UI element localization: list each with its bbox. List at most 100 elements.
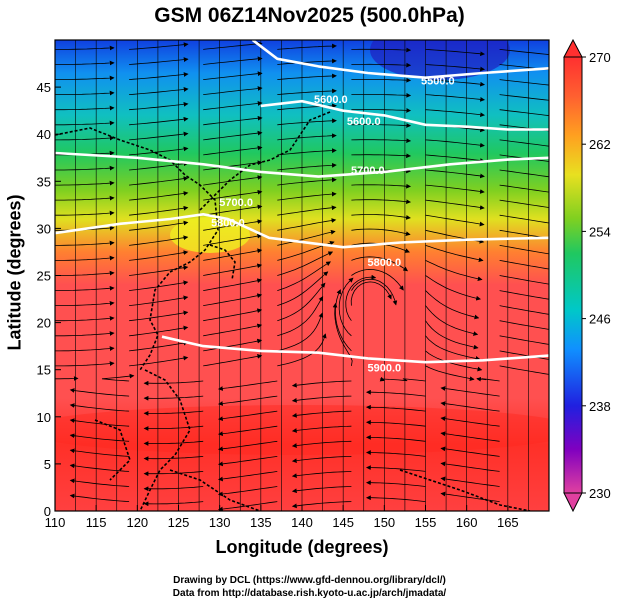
coastline [55,111,531,511]
colorbar-top-triangle [563,38,583,58]
streamline [143,486,204,492]
contour-label: 5700.0 [219,197,253,209]
streamline [425,199,485,210]
streamline [203,86,263,95]
streamline [425,320,479,350]
streamline [499,214,549,224]
streamline [277,218,337,231]
streamline [425,154,485,163]
streamline [129,265,189,276]
streamline [366,434,426,442]
streamline [277,271,329,306]
streamline [143,395,204,401]
x-tick-label: 165 [497,515,519,530]
streamline [291,440,352,448]
colorbar-ticks: 230 238 246 254 262 270 [582,50,611,501]
streamline [425,305,479,336]
x-tick-label: 115 [86,515,107,530]
streamline [143,410,204,416]
streamline [129,57,189,65]
streamline [425,275,481,301]
streamline [129,161,189,171]
streamline [203,323,263,337]
streamline [55,346,115,352]
streamline [218,486,278,497]
streamline [351,138,412,144]
y-tick-label: 10 [37,410,51,425]
chart-title: GSM 06Z14Nov2025 (500.0hPa) [154,4,465,27]
streamline [143,456,204,461]
streamline [129,101,189,111]
streamline [55,285,115,291]
streamline [277,296,324,337]
streamline [277,333,327,367]
streamline [143,501,204,507]
streamline [203,160,263,171]
streamline [55,331,115,337]
streamline [55,45,115,51]
credit-drawing: Drawing by DCL (https://www.gfd-dennou.o… [173,575,446,586]
streamline [69,433,130,442]
streamline [476,376,500,382]
streamline [218,501,278,511]
streamline [425,260,483,282]
streamline [69,388,130,397]
streamline [499,199,549,208]
streamline [351,123,412,128]
x-axis-ticks: 110 115 120 125 130 135 140 145 150 155 160 165 [45,505,519,530]
streamline [338,277,354,337]
streamline [129,220,189,231]
x-tick-label: 120 [126,515,148,530]
streamline [277,58,337,65]
streamline [425,109,485,118]
streamline [129,131,189,141]
x-tick-label: 125 [168,515,190,530]
streamline [277,43,337,50]
colorbar: 230 238 246 254 262 270 [563,38,611,513]
streamlines [55,41,549,511]
streamline [55,395,56,397]
streamline [351,153,411,159]
streamline [55,255,115,261]
streamline [277,251,334,276]
y-tick-label: 0 [44,504,51,519]
streamline [55,315,115,322]
streamline [425,335,481,361]
streamline [143,380,204,386]
streamline [440,401,500,412]
streamline [55,165,115,171]
streamline [440,491,500,502]
streamline [55,486,56,487]
streamline [129,205,189,216]
streamline [129,42,189,50]
streamline [351,77,412,83]
streamline [351,256,409,272]
streamline [440,446,500,457]
streamline [291,486,352,494]
streamline [351,278,398,306]
streamline [69,418,130,427]
streamline [425,94,485,102]
y-tick-label: 45 [37,80,51,95]
streamline [440,386,500,397]
streamline [55,135,115,141]
streamline [129,325,189,337]
streamline [129,87,189,95]
streamline [129,355,189,367]
contour-labels: 5500.0 5600.0 5600.0 5700.0 5700.0 5800.0 5800… [211,75,455,374]
streamline [129,191,189,201]
credit-data: Data from http://database.rish.kyoto-u.a… [172,588,447,599]
streamline [366,465,426,472]
colorbar-tick-label: 262 [589,137,611,152]
contour-label: 5600.0 [314,94,348,106]
contour-label: 5800.0 [211,218,245,230]
x-tick-label: 150 [373,515,395,530]
streamline [440,461,500,472]
streamline [129,310,189,322]
streamline [55,300,115,306]
streamline [203,71,263,80]
streamline [143,471,204,477]
x-tick-label: 130 [209,515,231,530]
height-contours [55,40,549,364]
contour-line [55,151,549,178]
